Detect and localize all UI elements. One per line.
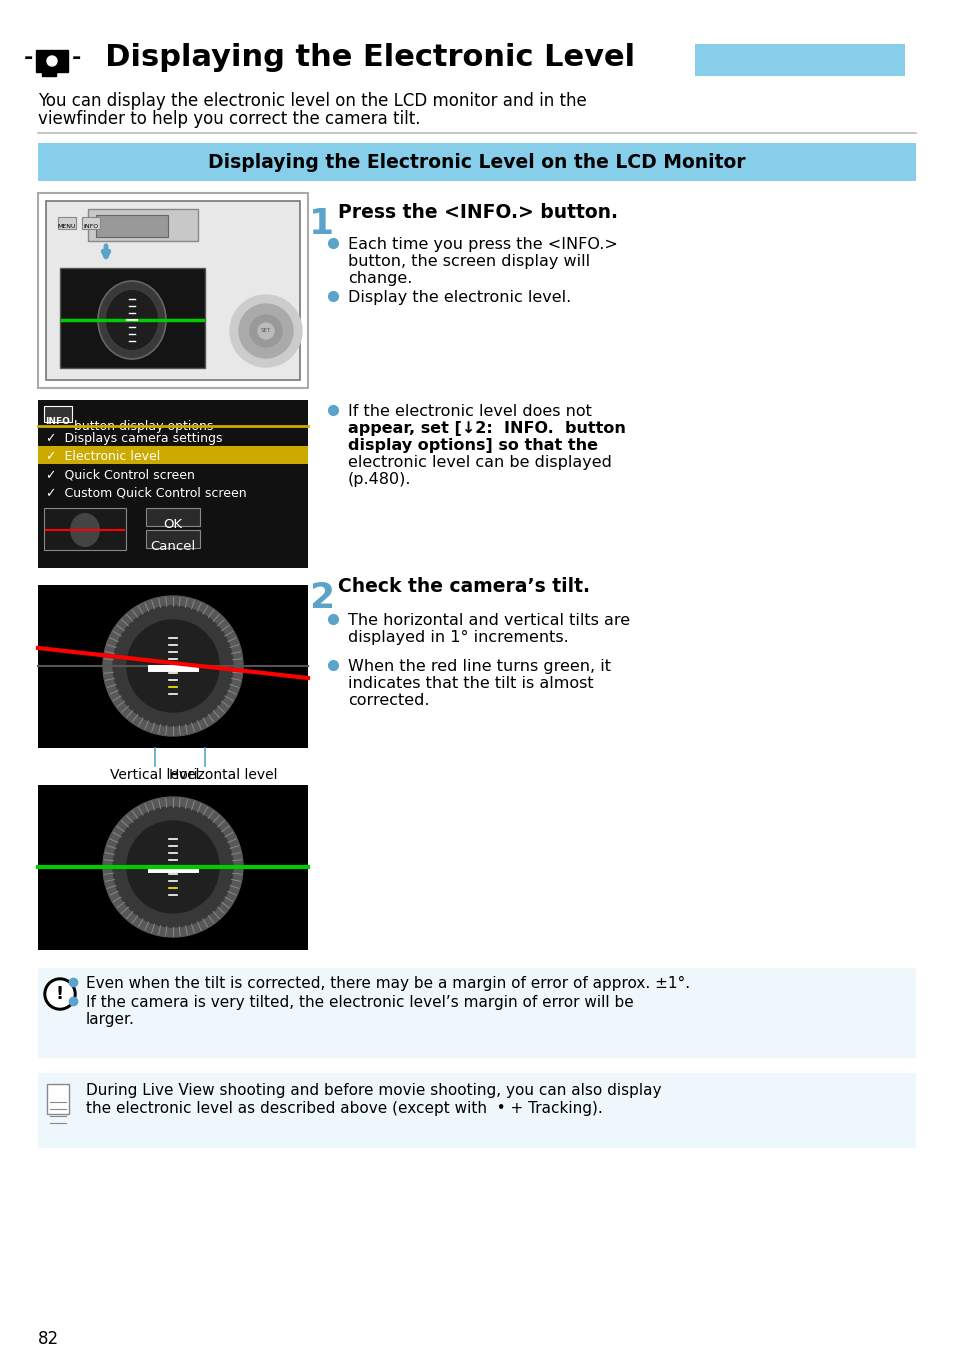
Text: 2: 2: [309, 581, 335, 615]
Text: If the electronic level does not: If the electronic level does not: [348, 404, 591, 420]
Text: ✓  Quick Control screen: ✓ Quick Control screen: [46, 468, 194, 482]
Text: Horizontal level: Horizontal level: [169, 768, 277, 781]
Circle shape: [44, 978, 76, 1010]
Text: the electronic level as described above (except with  • + Tracking).: the electronic level as described above …: [86, 1102, 602, 1116]
Text: corrected.: corrected.: [348, 693, 429, 707]
Text: When the red line turns green, it: When the red line turns green, it: [348, 659, 610, 674]
Text: 1: 1: [309, 207, 335, 241]
Text: button display options: button display options: [74, 420, 213, 433]
Bar: [38, 143, 915, 182]
Circle shape: [127, 820, 219, 913]
Text: viewfinder to help you correct the camera tilt.: viewfinder to help you correct the camer…: [38, 110, 420, 128]
Text: Vertical level: Vertical level: [111, 768, 199, 781]
Text: Cancel: Cancel: [151, 539, 195, 553]
Text: Press the <INFO.> button.: Press the <INFO.> button.: [337, 203, 618, 222]
Bar: [146, 530, 200, 547]
Circle shape: [257, 323, 274, 339]
Text: MENU: MENU: [58, 225, 76, 229]
Bar: [60, 268, 205, 369]
Text: If the camera is very tilted, the electronic level’s margin of error will be: If the camera is very tilted, the electr…: [86, 995, 633, 1010]
Circle shape: [250, 315, 282, 347]
Bar: [44, 508, 126, 550]
Text: -: -: [71, 48, 81, 69]
Circle shape: [112, 807, 233, 927]
Bar: [38, 447, 308, 464]
Text: ✓  Displays camera settings: ✓ Displays camera settings: [46, 432, 222, 445]
Ellipse shape: [106, 291, 158, 350]
Text: appear, set [↓2:  INFO.  button: appear, set [↓2: INFO. button: [348, 421, 625, 436]
Bar: [38, 585, 308, 748]
Text: Even when the tilt is corrected, there may be a margin of error of approx. ±1°.: Even when the tilt is corrected, there m…: [86, 976, 689, 991]
Circle shape: [112, 607, 233, 726]
Bar: [695, 44, 904, 77]
Text: 82: 82: [38, 1330, 59, 1345]
Circle shape: [103, 798, 243, 937]
Circle shape: [127, 620, 219, 712]
Text: larger.: larger.: [86, 1011, 134, 1028]
Circle shape: [47, 56, 57, 66]
Text: -: -: [23, 48, 32, 69]
Text: During Live View shooting and before movie shooting, you can also display: During Live View shooting and before mov…: [86, 1083, 660, 1098]
Text: ✓  Electronic level: ✓ Electronic level: [46, 451, 160, 463]
Text: Check the camera’s tilt.: Check the camera’s tilt.: [337, 577, 589, 596]
Text: button, the screen display will: button, the screen display will: [348, 254, 590, 269]
Text: You can display the electronic level on the LCD monitor and in the: You can display the electronic level on …: [38, 91, 586, 110]
Text: INFO: INFO: [83, 225, 98, 229]
Text: Displaying the Electronic Level: Displaying the Electronic Level: [84, 43, 635, 73]
Bar: [38, 968, 915, 1059]
Bar: [146, 508, 200, 526]
Bar: [82, 217, 100, 229]
Bar: [42, 70, 56, 77]
Bar: [44, 406, 71, 422]
Text: INFO: INFO: [46, 417, 71, 426]
Text: Each time you press the <INFO.>: Each time you press the <INFO.>: [348, 237, 618, 252]
Text: display options] so that the: display options] so that the: [348, 438, 598, 453]
Text: indicates that the tilt is almost: indicates that the tilt is almost: [348, 677, 593, 691]
Bar: [38, 1073, 915, 1149]
Text: OK: OK: [163, 518, 182, 531]
Text: displayed in 1° increments.: displayed in 1° increments.: [348, 629, 568, 646]
Bar: [88, 208, 198, 241]
Text: ✓  Custom Quick Control screen: ✓ Custom Quick Control screen: [46, 486, 247, 499]
Bar: [96, 215, 168, 237]
Text: Displaying the Electronic Level on the LCD Monitor: Displaying the Electronic Level on the L…: [208, 152, 745, 172]
Circle shape: [44, 52, 60, 69]
Bar: [38, 785, 308, 950]
Ellipse shape: [98, 281, 166, 359]
Text: change.: change.: [348, 270, 412, 286]
Text: (p.480).: (p.480).: [348, 472, 411, 487]
Text: !: !: [56, 985, 64, 1003]
Circle shape: [47, 981, 73, 1007]
Circle shape: [230, 295, 302, 367]
Text: The horizontal and vertical tilts are: The horizontal and vertical tilts are: [348, 613, 630, 628]
Text: electronic level can be displayed: electronic level can be displayed: [348, 455, 611, 469]
Bar: [47, 1084, 69, 1114]
Bar: [58, 217, 76, 229]
Bar: [38, 192, 308, 387]
Text: Display the electronic level.: Display the electronic level.: [348, 291, 571, 305]
Bar: [46, 200, 299, 381]
Bar: [36, 50, 68, 73]
Circle shape: [239, 304, 293, 358]
Ellipse shape: [70, 512, 100, 547]
Circle shape: [103, 596, 243, 736]
Text: SET: SET: [261, 328, 271, 334]
Bar: [38, 399, 308, 568]
